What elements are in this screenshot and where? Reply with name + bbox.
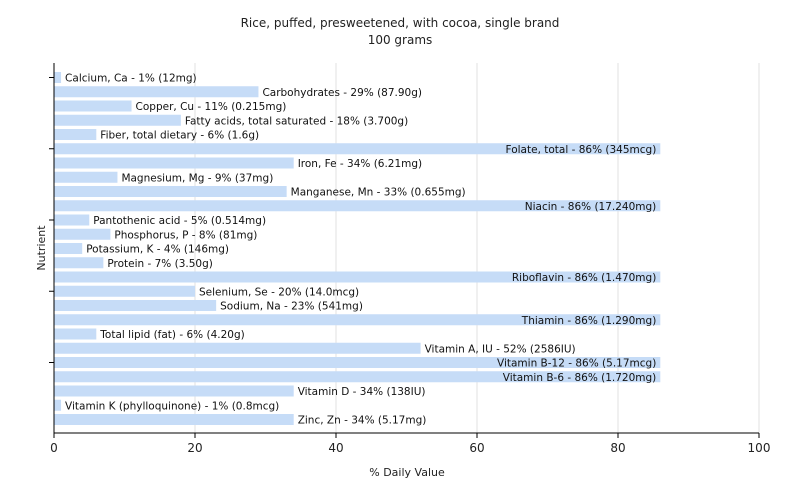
bar-label-24: Zinc, Zn - 34% (5.17mg)	[298, 415, 427, 427]
bar-label-7: Magnesium, Mg - 9% (37mg)	[121, 172, 273, 184]
bar-label-18: Total lipid (fat) - 6% (4.20g)	[99, 329, 244, 341]
bar-6	[54, 157, 294, 169]
bar-label-11: Phosphorus, P - 8% (81mg)	[114, 229, 257, 241]
bar-20	[54, 357, 661, 368]
chart-title: Rice, puffed, presweetened, with cocoa, …	[241, 16, 560, 30]
bar-label-17: Thiamin - 86% (1.290mg)	[521, 315, 657, 327]
bar-label-15: Selenium, Se - 20% (14.0mcg)	[199, 286, 359, 298]
bar-21	[54, 371, 661, 383]
bar-14	[54, 271, 661, 283]
x-tick-label-2: 40	[328, 441, 343, 455]
bar-11	[54, 228, 111, 240]
bar-label-19: Vitamin A, IU - 52% (2586IU)	[425, 343, 576, 355]
bar-19	[54, 342, 421, 354]
bar-label-16: Sodium, Na - 23% (541mg)	[220, 301, 363, 313]
bar-13	[54, 257, 104, 269]
x-tick-label-0: 0	[50, 441, 58, 455]
bar-15	[54, 285, 195, 297]
bar-label-20: Vitamin B-12 - 86% (5.17mcg)	[497, 358, 656, 370]
y-axis-title: Nutrient	[35, 225, 48, 271]
bar-label-3: Fatty acids, total saturated - 18% (3.70…	[185, 115, 408, 127]
bar-label-1: Carbohydrates - 29% (87.90g)	[262, 87, 422, 99]
axes-group: 0 20 40 60 80 100	[49, 63, 770, 455]
bar-label-23: Vitamin K (phylloquinone) - 1% (0.8mcg)	[65, 400, 279, 412]
bar-label-5: Folate, total - 86% (345mcg)	[506, 144, 657, 156]
bar-label-21: Vitamin B-6 - 86% (1.720mg)	[503, 372, 657, 384]
bar-label-10: Pantothenic acid - 5% (0.514mg)	[93, 215, 266, 227]
chart-subtitle: 100 grams	[368, 33, 433, 47]
x-axis-title: % Daily Value	[369, 466, 445, 479]
bar-9	[54, 200, 661, 212]
bar-10	[54, 214, 90, 226]
bar-23	[54, 399, 62, 411]
x-tick-label-5: 100	[748, 441, 771, 455]
x-tick-label-4: 80	[610, 441, 625, 455]
bar-7	[54, 171, 118, 183]
bar-label-13: Protein - 7% (3.50g)	[107, 258, 213, 270]
bar-1	[54, 86, 259, 98]
bar-3	[54, 114, 181, 126]
bar-12	[54, 243, 83, 254]
bar-label-9: Niacin - 86% (17.240mg)	[525, 201, 657, 213]
bar-5	[54, 143, 661, 155]
bar-17	[54, 314, 661, 326]
bar-22	[54, 385, 294, 397]
bar-24	[54, 414, 294, 425]
bar-labels-group: Calcium, Ca - 1% (12mg) Carbohydrates - 2…	[65, 73, 656, 427]
bar-label-12: Potassium, K - 4% (146mg)	[86, 244, 229, 256]
x-tick-label-3: 60	[469, 441, 484, 455]
bar-2	[54, 100, 132, 112]
bar-label-22: Vitamin D - 34% (138IU)	[298, 386, 426, 398]
bar-18	[54, 328, 97, 340]
bar-0	[54, 72, 62, 83]
bar-label-14: Riboflavin - 86% (1.470mg)	[512, 272, 656, 284]
bar-4	[54, 129, 97, 140]
x-tick-label-1: 20	[187, 441, 202, 455]
bar-label-0: Calcium, Ca - 1% (12mg)	[65, 73, 197, 85]
bar-label-6: Iron, Fe - 34% (6.21mg)	[298, 158, 422, 170]
bar-label-4: Fiber, total dietary - 6% (1.6g)	[100, 130, 259, 142]
bars-group	[54, 72, 661, 425]
bar-label-2: Copper, Cu - 11% (0.215mg)	[136, 101, 287, 113]
bar-16	[54, 300, 217, 311]
bar-label-8: Manganese, Mn - 33% (0.655mg)	[291, 187, 466, 199]
bar-8	[54, 186, 287, 197]
